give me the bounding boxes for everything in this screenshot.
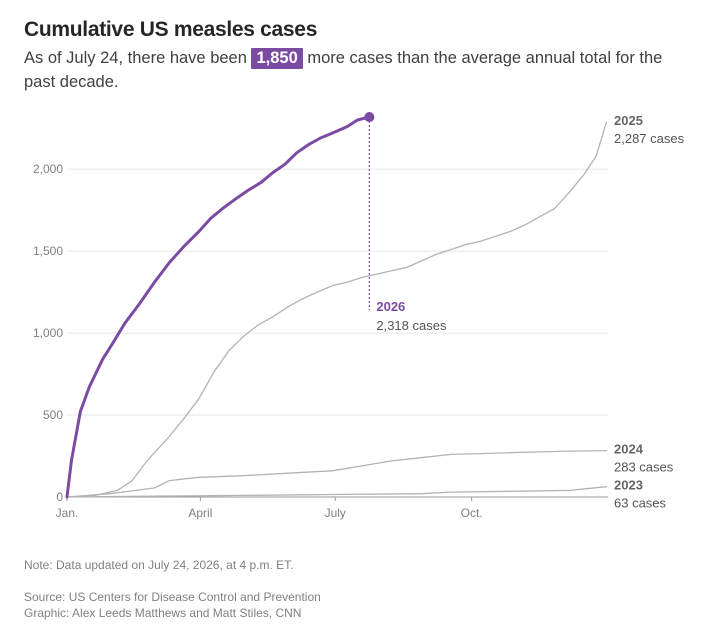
- series-lines: [65, 112, 608, 499]
- series-line-2025: [66, 121, 608, 498]
- x-tick-label: Oct.: [461, 506, 483, 520]
- series-line-2023: [66, 486, 608, 498]
- y-tick-label: 1,500: [33, 244, 63, 258]
- series-label-2023: 2023: [614, 478, 643, 493]
- series-end-value-2025: 2,287 cases: [614, 131, 685, 146]
- credit-line: Graphic: Alex Leeds Matthews and Matt St…: [24, 606, 302, 620]
- y-tick-label: 1,000: [33, 326, 63, 340]
- chart-subtitle: As of July 24, there have been 1,850 mor…: [24, 46, 684, 94]
- series-label-2025: 2025: [614, 113, 643, 128]
- y-axis-ticks: 0 500 1,000 1,500 2,000: [33, 162, 63, 504]
- line-chart: 0 500 1,000 1,500 2,000 Jan. April July Oct. 20…: [33, 112, 685, 520]
- x-axis-ticks: Jan. April July Oct.: [56, 497, 483, 520]
- gridlines: [67, 168, 608, 498]
- chart-title: Cumulative US measles cases: [24, 18, 318, 41]
- series-label-2024: 2024: [614, 442, 644, 457]
- series-end-value-2026: 2,318 cases: [376, 318, 447, 333]
- data-note: Note: Data updated on July 24, 2026, at …: [24, 558, 294, 572]
- source-line: Source: US Centers for Disease Control a…: [24, 590, 321, 604]
- x-tick-label: July: [325, 506, 346, 520]
- series-line-2024: [66, 449, 608, 498]
- x-tick-label: April: [188, 506, 212, 520]
- x-tick-label: Jan.: [56, 506, 79, 520]
- subtitle-text-after: more cases than the average annual total…: [24, 49, 663, 91]
- series-line-2026: [65, 115, 371, 499]
- end-marker-dot: [364, 112, 375, 123]
- series-end-value-2024: 283 cases: [614, 460, 674, 475]
- y-tick-label: 2,000: [33, 162, 63, 176]
- series-labels: 2025 2,287 cases 2024 283 cases 2023 63 cases…: [376, 113, 684, 511]
- highlight-badge: 1,850: [251, 48, 303, 69]
- y-tick-label: 0: [56, 490, 63, 504]
- subtitle-text-before: As of July 24, there have been: [24, 49, 252, 67]
- series-label-2026: 2026: [376, 299, 405, 314]
- y-tick-label: 500: [43, 408, 63, 422]
- series-end-value-2023: 63 cases: [614, 496, 667, 511]
